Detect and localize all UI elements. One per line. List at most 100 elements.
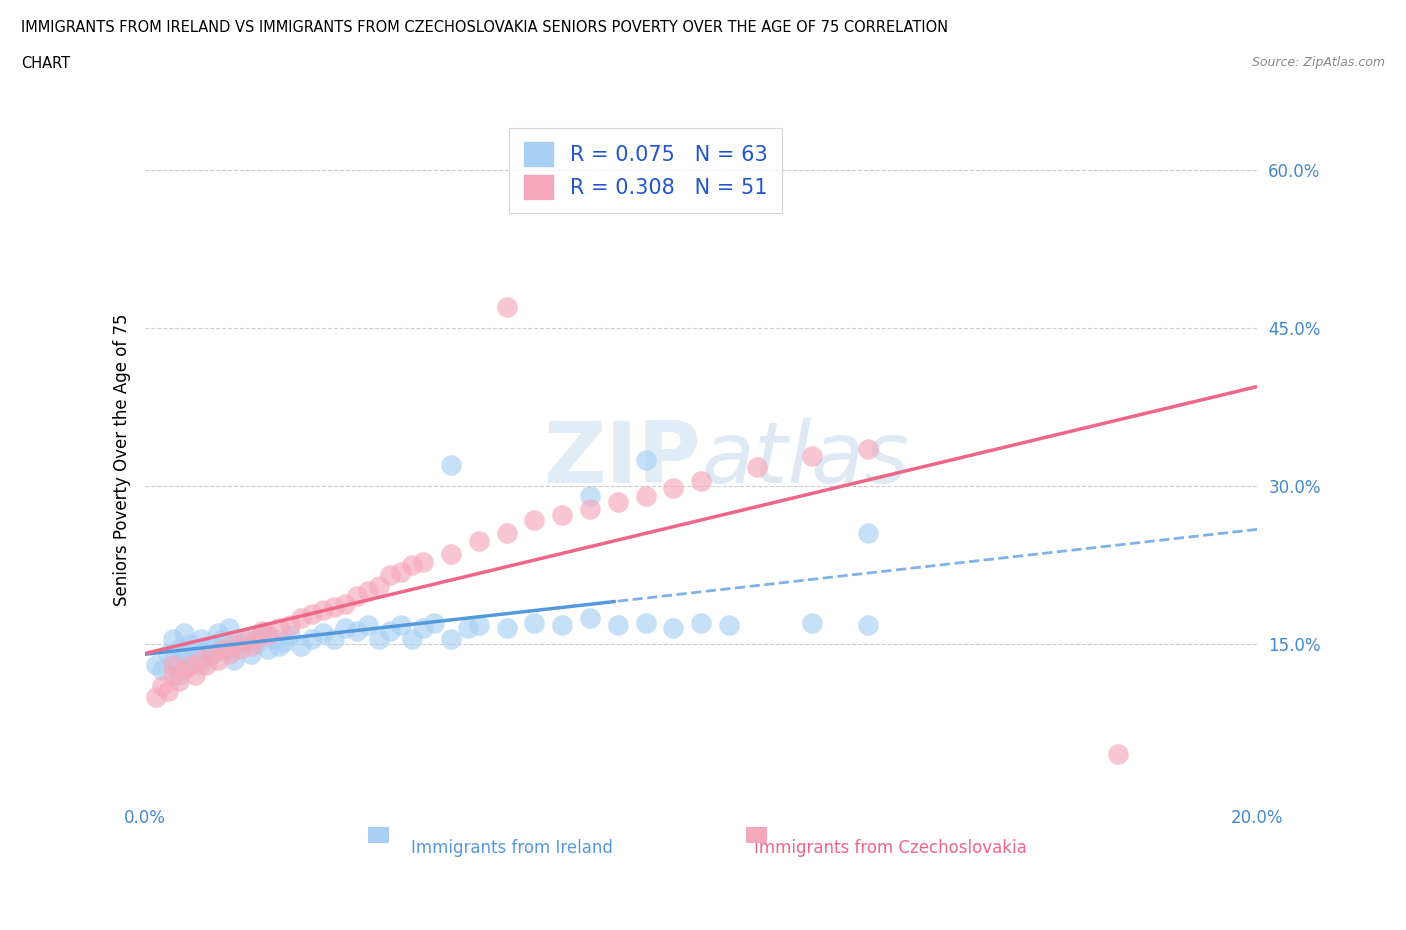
- Point: [378, 568, 401, 583]
- Point: [156, 647, 179, 662]
- Text: Immigrants from Ireland: Immigrants from Ireland: [412, 840, 613, 857]
- Point: [523, 616, 546, 631]
- Point: [440, 458, 463, 472]
- Point: [312, 626, 335, 641]
- Point: [495, 525, 517, 540]
- Point: [634, 452, 657, 467]
- Point: [235, 631, 257, 646]
- Point: [195, 642, 218, 657]
- Point: [290, 639, 312, 654]
- Text: Source: ZipAtlas.com: Source: ZipAtlas.com: [1251, 56, 1385, 69]
- Point: [389, 565, 412, 579]
- Point: [634, 489, 657, 504]
- Text: Immigrants from Czechoslovakia: Immigrants from Czechoslovakia: [754, 840, 1026, 857]
- Point: [323, 600, 346, 615]
- Point: [335, 620, 357, 635]
- Point: [551, 618, 574, 632]
- Point: [156, 684, 179, 698]
- Point: [662, 620, 685, 635]
- Point: [179, 652, 201, 667]
- Point: [167, 642, 190, 657]
- Point: [207, 652, 229, 667]
- Point: [1107, 747, 1129, 762]
- Point: [256, 642, 278, 657]
- Point: [856, 618, 879, 632]
- Point: [162, 658, 184, 672]
- Text: ZIP: ZIP: [544, 418, 702, 501]
- Point: [201, 636, 224, 651]
- Point: [367, 578, 389, 593]
- Point: [356, 618, 378, 632]
- Legend: R = 0.075   N = 63, R = 0.308   N = 51: R = 0.075 N = 63, R = 0.308 N = 51: [509, 127, 782, 213]
- Point: [167, 673, 190, 688]
- Point: [173, 626, 195, 641]
- Point: [229, 642, 252, 657]
- Point: [290, 610, 312, 625]
- Point: [440, 547, 463, 562]
- Point: [551, 508, 574, 523]
- Point: [179, 636, 201, 651]
- Point: [190, 631, 212, 646]
- Y-axis label: Seniors Poverty Over the Age of 75: Seniors Poverty Over the Age of 75: [114, 313, 131, 605]
- Point: [634, 616, 657, 631]
- FancyBboxPatch shape: [745, 827, 766, 843]
- Point: [262, 631, 284, 646]
- Point: [239, 647, 262, 662]
- Point: [201, 647, 224, 662]
- Point: [412, 620, 434, 635]
- Point: [190, 652, 212, 667]
- Point: [201, 647, 224, 662]
- Point: [245, 631, 267, 646]
- Point: [662, 481, 685, 496]
- Point: [301, 607, 323, 622]
- Point: [190, 658, 212, 672]
- Point: [235, 631, 257, 646]
- Point: [145, 689, 167, 704]
- Point: [218, 620, 240, 635]
- Point: [218, 642, 240, 657]
- Point: [179, 658, 201, 672]
- Point: [229, 636, 252, 651]
- Point: [150, 679, 173, 694]
- Point: [717, 618, 740, 632]
- Point: [690, 616, 713, 631]
- Point: [267, 620, 290, 635]
- Point: [173, 647, 195, 662]
- Point: [356, 584, 378, 599]
- Point: [167, 668, 190, 683]
- Point: [301, 631, 323, 646]
- Point: [184, 642, 207, 657]
- Text: CHART: CHART: [21, 56, 70, 71]
- Point: [346, 589, 368, 604]
- Point: [278, 618, 301, 632]
- Point: [606, 618, 628, 632]
- Point: [250, 626, 273, 641]
- Point: [212, 631, 235, 646]
- Point: [401, 557, 423, 572]
- Point: [412, 554, 434, 569]
- Point: [224, 636, 246, 651]
- Point: [389, 618, 412, 632]
- FancyBboxPatch shape: [367, 827, 388, 843]
- Point: [495, 299, 517, 314]
- Point: [278, 628, 301, 643]
- Point: [273, 634, 295, 649]
- Point: [468, 618, 491, 632]
- Point: [801, 616, 824, 631]
- Point: [224, 652, 246, 667]
- Point: [195, 658, 218, 672]
- Point: [745, 459, 768, 474]
- Point: [579, 489, 602, 504]
- Point: [801, 449, 824, 464]
- Point: [423, 616, 446, 631]
- Point: [335, 596, 357, 611]
- Point: [267, 639, 290, 654]
- Point: [150, 663, 173, 678]
- Point: [579, 610, 602, 625]
- Point: [367, 631, 389, 646]
- Point: [212, 642, 235, 657]
- Point: [256, 628, 278, 643]
- Point: [495, 620, 517, 635]
- Point: [468, 533, 491, 548]
- Point: [239, 639, 262, 654]
